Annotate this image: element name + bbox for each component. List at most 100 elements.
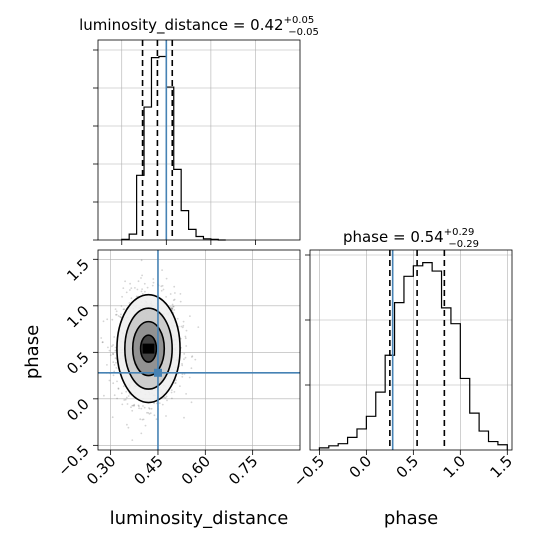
- lum-hist-grid: [98, 40, 300, 240]
- scatter-point: [135, 295, 138, 298]
- scatter-point: [144, 424, 147, 427]
- scatter-point: [119, 315, 121, 318]
- scatter-point: [161, 403, 164, 406]
- scatter-point: [132, 404, 135, 407]
- scatter-point: [152, 278, 155, 280]
- scatter-point: [119, 316, 122, 319]
- scatter-point: [160, 285, 163, 288]
- scatter-point: [127, 426, 130, 429]
- scatter-point: [189, 315, 191, 317]
- scatter-point: [107, 346, 109, 349]
- joint-frame: [97, 249, 301, 451]
- scatter-point: [179, 293, 182, 295]
- phase-histogram-panel: −0.5 0.0 0.5 1.0 1.5 phase = 0.54+0.29 −0.29 …: [290, 227, 516, 529]
- phase-hist-grid: [310, 250, 512, 450]
- scatter-point: [161, 269, 164, 271]
- scatter-point: [134, 287, 136, 289]
- scatter-point: [148, 407, 150, 409]
- scatter-point: [137, 280, 140, 283]
- scatter-point: [182, 320, 185, 323]
- scatter-point: [165, 277, 168, 280]
- scatter-point: [148, 413, 151, 415]
- scatter-point: [137, 404, 140, 407]
- scatter-point: [165, 415, 167, 417]
- joint-2d-panel: 0.30 0.45 0.60 0.75 −0.50.00.51.01.5 lumino…: [22, 249, 301, 529]
- scatter-point: [147, 412, 150, 414]
- phase-x-tick-label-3: 1.0: [440, 452, 470, 482]
- scatter-point: [173, 309, 176, 311]
- joint-y-tick-label-2: 0.5: [63, 348, 93, 378]
- phase-x-tick-label-0: −0.5: [290, 452, 328, 490]
- scatter-point: [140, 432, 143, 435]
- scatter-point: [130, 406, 132, 409]
- scatter-point: [112, 374, 115, 377]
- joint-contours: [116, 293, 181, 404]
- scatter-point: [151, 284, 154, 287]
- scatter-point: [126, 423, 128, 426]
- joint-x-axis-label: luminosity_distance: [110, 508, 289, 529]
- scatter-point: [130, 297, 133, 300]
- scatter-point: [116, 397, 118, 400]
- scatter-point: [170, 307, 173, 310]
- scatter-point: [183, 353, 186, 355]
- joint-truth-marker: [153, 368, 162, 377]
- scatter-point: [172, 305, 175, 308]
- scatter-point: [175, 379, 177, 382]
- scatter-point: [113, 394, 116, 397]
- scatter-point: [185, 345, 188, 347]
- scatter-point: [174, 382, 177, 384]
- scatter-point: [113, 336, 116, 338]
- scatter-point: [122, 385, 125, 388]
- scatter-point: [141, 288, 144, 290]
- scatter-point: [146, 286, 149, 289]
- scatter-point: [117, 315, 120, 317]
- scatter-point: [160, 289, 163, 292]
- scatter-point: [111, 318, 114, 321]
- scatter-point: [106, 318, 109, 321]
- scatter-point: [179, 300, 182, 303]
- joint-x-tick-label-1: 0.45: [130, 452, 166, 488]
- scatter-point: [171, 307, 174, 310]
- scatter-point: [101, 341, 104, 344]
- phase-hist-step-line: [318, 262, 508, 450]
- scatter-point: [114, 357, 117, 360]
- phase-x-tick-label-2: 0.5: [393, 452, 423, 482]
- scatter-point: [101, 341, 104, 343]
- scatter-point: [138, 407, 141, 410]
- scatter-point: [182, 324, 185, 327]
- scatter-point: [181, 373, 184, 376]
- scatter-point: [143, 282, 146, 285]
- scatter-point: [115, 313, 117, 316]
- scatter-point: [183, 358, 185, 361]
- scatter-point: [174, 382, 177, 384]
- scatter-point: [155, 418, 158, 421]
- joint-x-tick-label-2: 0.60: [178, 452, 214, 488]
- phase-title-main: phase = 0.54: [343, 228, 444, 246]
- joint-truth-lines: [98, 250, 300, 450]
- scatter-point: [172, 299, 175, 302]
- scatter-point: [111, 416, 114, 419]
- joint-y-tick-label-3: 1.0: [63, 302, 93, 332]
- scatter-point: [158, 402, 161, 404]
- scatter-point: [143, 406, 146, 409]
- scatter-point: [185, 393, 188, 395]
- scatter-point: [117, 387, 120, 390]
- scatter-point: [194, 358, 197, 361]
- scatter-point: [169, 306, 172, 308]
- scatter-point: [141, 274, 144, 277]
- scatter-point: [112, 382, 115, 385]
- scatter-point: [161, 284, 164, 287]
- scatter-point: [184, 356, 187, 359]
- phase-hist-title: phase = 0.54+0.29 −0.29: [343, 227, 479, 250]
- lum-title-sup: +0.05: [284, 15, 315, 26]
- phase-x-tick-label-4: 1.5: [487, 452, 517, 482]
- scatter-point: [115, 361, 117, 364]
- scatter-point: [130, 287, 133, 289]
- scatter-point: [166, 399, 168, 402]
- lum-hist-ticks: [93, 49, 256, 245]
- scatter-point: [122, 287, 125, 289]
- lum-hist-step-line: [121, 55, 226, 241]
- scatter-point: [115, 367, 118, 369]
- scatter-point: [112, 361, 115, 363]
- scatter-point: [131, 409, 134, 412]
